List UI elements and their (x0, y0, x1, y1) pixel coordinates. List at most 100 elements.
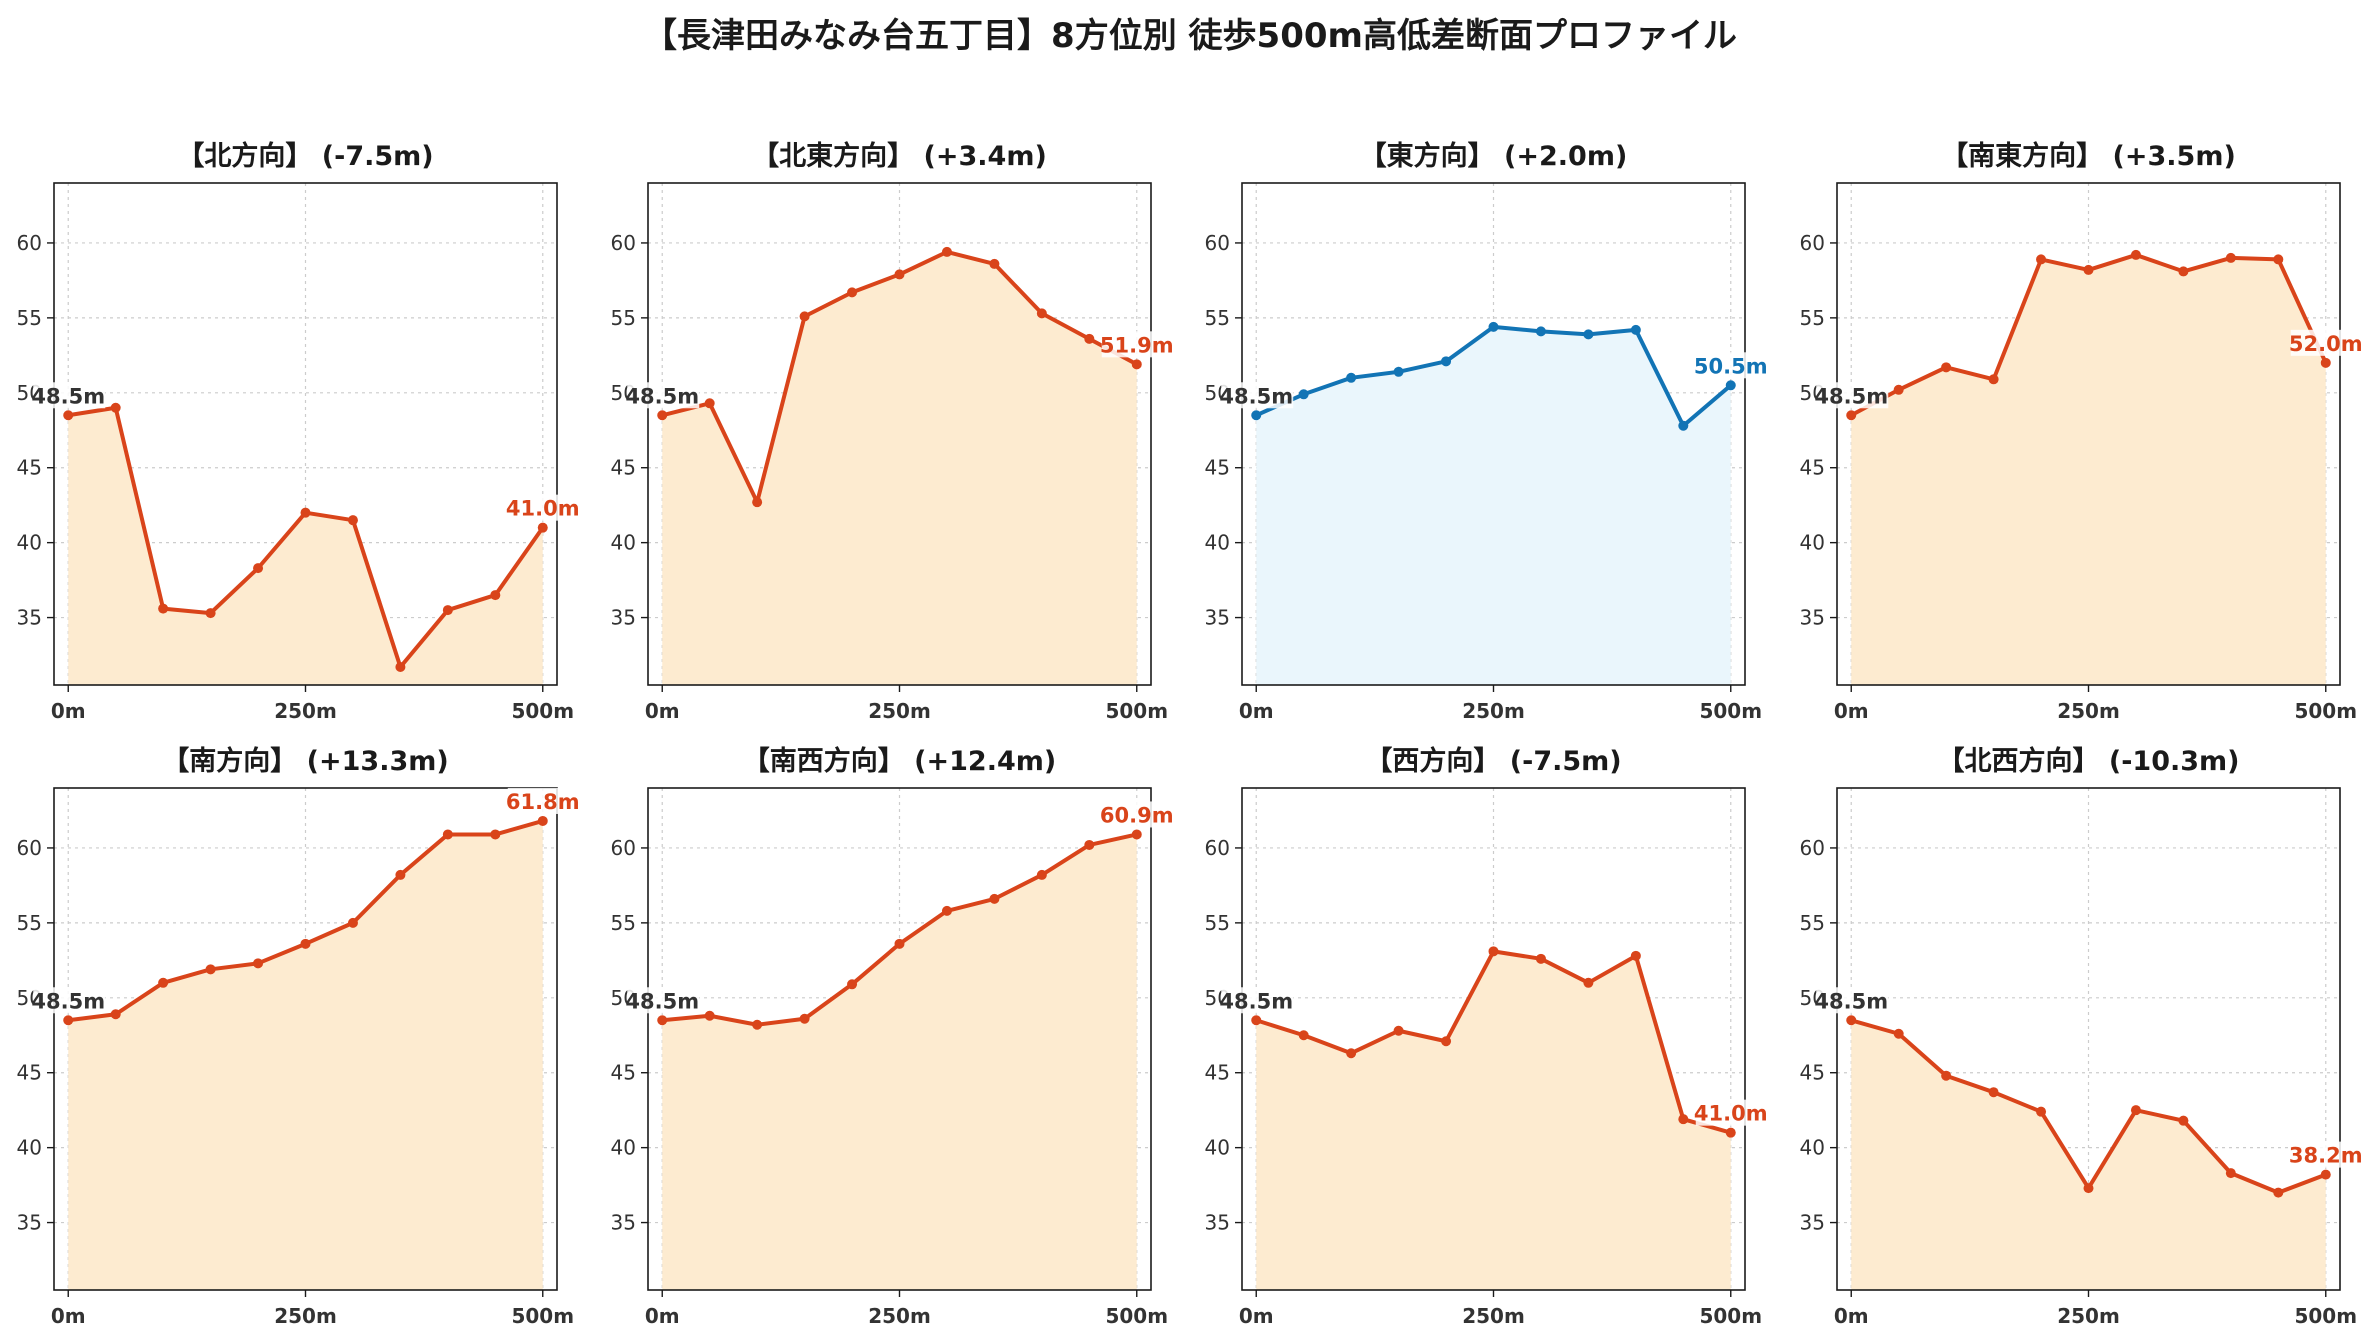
end-label-bg (2290, 1141, 2363, 1168)
data-point (395, 662, 406, 673)
data-point (2320, 1169, 2331, 1180)
ytick-label: 45 (17, 456, 42, 480)
ytick-label: 40 (611, 531, 636, 555)
panel-title: 【東方向】 (+2.0m) (1360, 140, 1628, 172)
ytick-label: 35 (611, 1211, 636, 1235)
ytick-label: 55 (1205, 911, 1230, 935)
data-point (1583, 329, 1594, 340)
panel-title: 【西方向】 (-7.5m) (1365, 745, 1621, 777)
area-fill (68, 407, 543, 685)
ytick-label: 60 (1205, 836, 1230, 860)
ytick-label: 60 (1800, 231, 1825, 255)
xtick-label: 250m (2057, 1304, 2120, 1328)
data-point (2225, 1168, 2236, 1179)
data-point (490, 829, 501, 840)
xtick-label: 500m (511, 699, 574, 723)
data-point (1630, 950, 1641, 961)
data-point (1251, 410, 1262, 421)
xtick-label: 0m (51, 1304, 86, 1328)
data-point (1535, 953, 1546, 964)
panel-title: 【南方向】 (+13.3m) (162, 745, 448, 777)
data-point (1084, 839, 1095, 850)
ytick-label: 45 (1205, 456, 1230, 480)
panel-title: 【北西方向】 (-10.3m) (1937, 745, 2239, 777)
data-point (847, 979, 858, 990)
ytick-label: 55 (611, 911, 636, 935)
ytick-label: 60 (17, 836, 42, 860)
ytick-label: 45 (17, 1061, 42, 1085)
ytick-label: 40 (1800, 531, 1825, 555)
data-point (1941, 1070, 1952, 1081)
xtick-label: 0m (1239, 1304, 1274, 1328)
data-point (1393, 1025, 1404, 1036)
data-point (2273, 1187, 2284, 1198)
area-fill (1851, 254, 2326, 686)
data-point (1131, 359, 1142, 370)
data-point (657, 1015, 668, 1026)
xtick-label: 250m (2057, 699, 2120, 723)
data-point (1846, 1015, 1857, 1026)
xtick-label: 500m (1105, 699, 1168, 723)
xtick-label: 0m (645, 1304, 680, 1328)
data-point (1346, 1048, 1357, 1059)
xtick-label: 250m (868, 1304, 931, 1328)
data-point (1298, 1030, 1309, 1041)
data-point (2178, 1115, 2189, 1126)
data-point (537, 522, 548, 533)
end-value-label: 50.5m (1694, 354, 1768, 378)
data-point (1988, 374, 1999, 385)
end-label-bg (507, 494, 580, 521)
data-point (799, 311, 810, 322)
start-value-label: 48.5m (625, 384, 699, 408)
ytick-label: 55 (1800, 306, 1825, 330)
ytick-label: 45 (611, 456, 636, 480)
area-fill (662, 834, 1137, 1290)
ytick-label: 60 (611, 836, 636, 860)
xtick-label: 0m (1834, 699, 1869, 723)
xtick-label: 500m (2294, 1304, 2357, 1328)
start-label-bg (33, 382, 106, 409)
data-point (205, 608, 216, 619)
start-label-bg (627, 382, 700, 409)
panel-title: 【南西方向】 (+12.4m) (743, 745, 1056, 777)
xtick-label: 0m (51, 699, 86, 723)
start-value-label: 48.5m (625, 989, 699, 1013)
end-label-bg (1101, 801, 1174, 828)
end-value-label: 61.8m (506, 790, 580, 814)
data-point (1441, 1036, 1452, 1047)
xtick-label: 250m (274, 1304, 337, 1328)
ytick-label: 35 (1800, 606, 1825, 630)
data-point (253, 958, 264, 969)
data-point (1084, 333, 1095, 344)
xtick-label: 250m (1462, 699, 1525, 723)
ytick-label: 55 (1205, 306, 1230, 330)
data-point (1393, 366, 1404, 377)
data-point (158, 603, 169, 614)
data-point (1131, 829, 1142, 840)
start-label-bg (33, 987, 106, 1014)
ytick-label: 35 (1205, 606, 1230, 630)
area-fill (662, 251, 1137, 686)
ytick-label: 60 (17, 231, 42, 255)
ytick-label: 45 (1205, 1061, 1230, 1085)
data-point (847, 287, 858, 298)
data-point (347, 515, 358, 526)
data-point (1678, 420, 1689, 431)
end-label-bg (1695, 352, 1768, 379)
xtick-label: 250m (274, 699, 337, 723)
data-point (989, 258, 1000, 269)
end-label-bg (1101, 331, 1174, 358)
data-point (1630, 324, 1641, 335)
start-value-label: 48.5m (31, 989, 105, 1013)
data-point (158, 977, 169, 988)
data-point (1678, 1114, 1689, 1125)
ytick-label: 55 (17, 306, 42, 330)
end-label-bg (1695, 1099, 1768, 1126)
data-point (1941, 362, 1952, 373)
area-fill (68, 820, 543, 1290)
ytick-label: 55 (611, 306, 636, 330)
data-point (2083, 264, 2094, 275)
